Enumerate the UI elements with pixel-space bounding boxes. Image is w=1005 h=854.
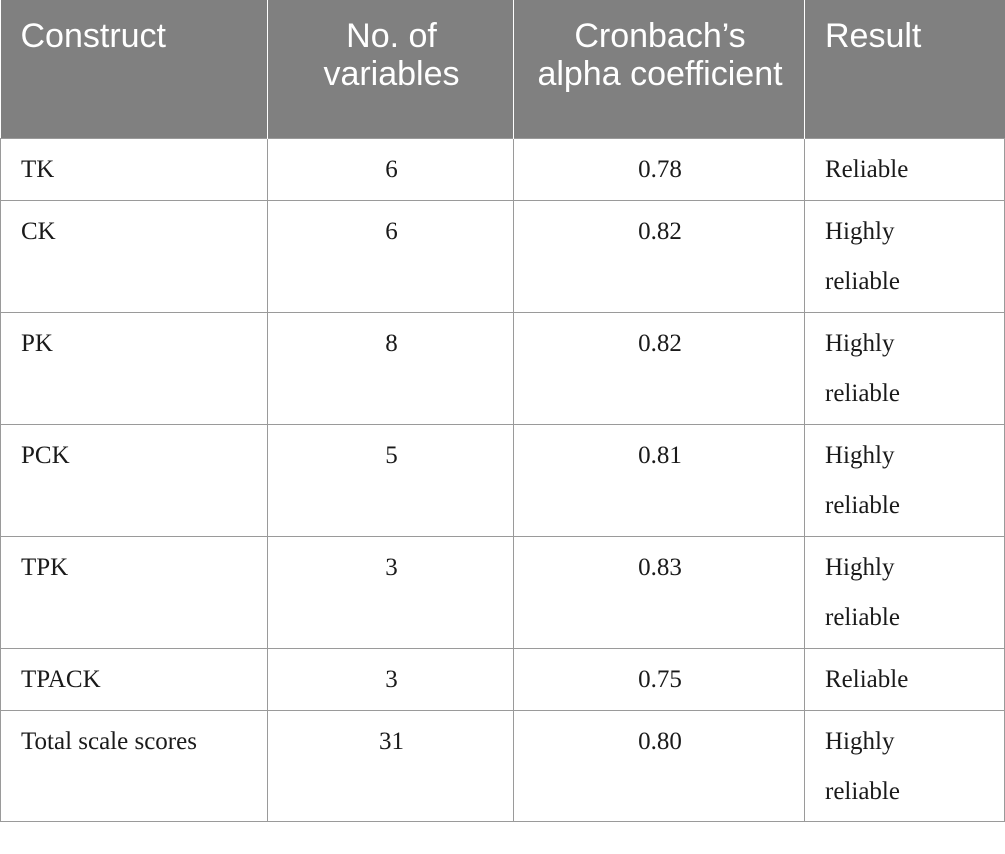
cell-construct: PCK	[0, 423, 268, 537]
cell-variables: 6	[267, 199, 514, 313]
table-body: TK 6 0.78 Reliable CK 6 0.82 Highly reli…	[0, 137, 1005, 822]
cell-variables: 3	[267, 535, 514, 649]
table-row: PCK 5 0.81 Highly reliable	[0, 423, 1005, 537]
cell-result: Reliable	[804, 137, 1005, 201]
cell-variables: 31	[267, 709, 514, 822]
result-text: Highly reliable	[825, 727, 900, 805]
table-row: TK 6 0.78 Reliable	[0, 137, 1005, 201]
cell-variables: 6	[267, 137, 514, 201]
header-alpha: Cronbach’s alpha coefficient	[513, 0, 805, 138]
table-row: TPK 3 0.83 Highly reliable	[0, 535, 1005, 649]
cell-result: Highly reliable	[804, 311, 1005, 425]
cell-alpha: 0.81	[513, 423, 805, 537]
table-row: CK 6 0.82 Highly reliable	[0, 199, 1005, 313]
table-row: Total scale scores 31 0.80 Highly reliab…	[0, 709, 1005, 822]
cell-variables: 3	[267, 647, 514, 711]
result-text: Reliable	[825, 155, 909, 183]
cell-construct: Total scale scores	[0, 709, 268, 822]
cell-alpha: 0.80	[513, 709, 805, 822]
result-text: Highly reliable	[825, 217, 900, 295]
cell-alpha: 0.78	[513, 137, 805, 201]
cell-alpha: 0.82	[513, 311, 805, 425]
cell-variables: 8	[267, 311, 514, 425]
cell-result: Reliable	[804, 647, 1005, 711]
cell-result: Highly reliable	[804, 535, 1005, 649]
result-text: Highly reliable	[825, 553, 900, 631]
table-row: PK 8 0.82 Highly reliable	[0, 311, 1005, 425]
result-text: Reliable	[825, 665, 909, 693]
result-text: Highly reliable	[825, 441, 900, 519]
cell-construct: PK	[0, 311, 268, 425]
cell-construct: TPK	[0, 535, 268, 649]
reliability-table: Construct No. of variables Cronbach’s al…	[0, 0, 1005, 822]
table-row: TPACK 3 0.75 Reliable	[0, 647, 1005, 711]
header-variables: No. of variables	[267, 0, 514, 138]
header-result: Result	[804, 0, 1005, 138]
cell-construct: TK	[0, 137, 268, 201]
cell-result: Highly reliable	[804, 199, 1005, 313]
cell-alpha: 0.75	[513, 647, 805, 711]
cell-construct: CK	[0, 199, 268, 313]
cell-construct: TPACK	[0, 647, 268, 711]
header-row: Construct No. of variables Cronbach’s al…	[0, 0, 1005, 138]
cell-alpha: 0.83	[513, 535, 805, 649]
table-header: Construct No. of variables Cronbach’s al…	[0, 0, 1005, 138]
cell-alpha: 0.82	[513, 199, 805, 313]
cell-result: Highly reliable	[804, 423, 1005, 537]
cell-result: Highly reliable	[804, 709, 1005, 822]
result-text: Highly reliable	[825, 329, 900, 407]
header-construct: Construct	[0, 0, 268, 138]
cell-variables: 5	[267, 423, 514, 537]
